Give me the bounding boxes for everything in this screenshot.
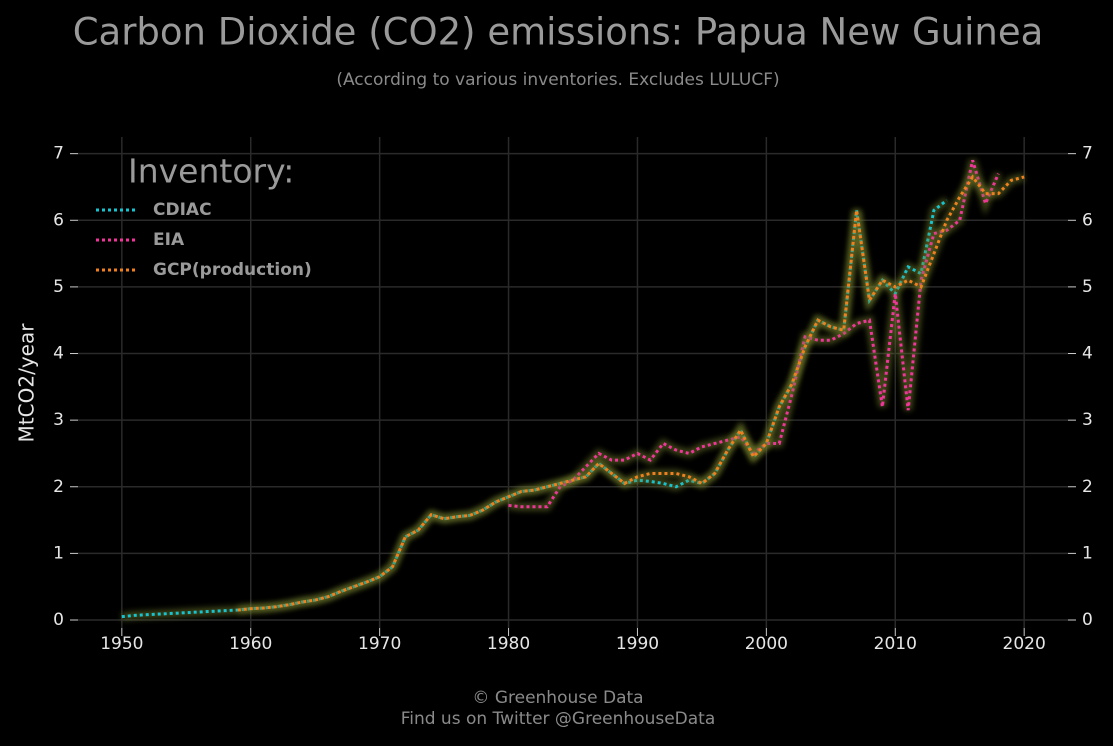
y-tick-label: 2	[53, 477, 64, 497]
y-tick-label: 1	[53, 543, 64, 563]
chart-subtitle: (According to various inventories. Exclu…	[336, 70, 779, 90]
y-tick-label: 2	[1082, 477, 1093, 497]
y-tick-label: 4	[53, 344, 64, 364]
y-tick-label: 6	[53, 210, 64, 230]
footer: © Greenhouse Data	[472, 688, 643, 708]
y-tick-label: 7	[53, 144, 64, 164]
x-tick-label: 2010	[874, 634, 917, 654]
x-tick-label: 2000	[745, 634, 788, 654]
y-axis-label: MtCO2/year	[15, 323, 39, 443]
legend-label: GCP(production)	[153, 260, 312, 280]
x-tick-label: 1960	[229, 634, 272, 654]
legend-title: Inventory:	[128, 152, 294, 191]
y-tick-label: 0	[53, 610, 64, 630]
x-tick-label: 1950	[100, 634, 143, 654]
y-tick-label: 5	[53, 277, 64, 297]
x-tick-label: 2020	[1003, 634, 1046, 654]
y-tick-label: 1	[1082, 543, 1093, 563]
x-tick-label: 1980	[487, 634, 530, 654]
chart-title: Carbon Dioxide (CO2) emissions: Papua Ne…	[73, 11, 1044, 54]
y-tick-label: 7	[1082, 144, 1093, 164]
x-tick-label: 1990	[616, 634, 659, 654]
footer: Find us on Twitter @GreenhouseData	[401, 709, 716, 729]
y-tick-label: 4	[1082, 344, 1093, 364]
y-tick-label: 3	[1082, 410, 1093, 430]
y-tick-label: 3	[53, 410, 64, 430]
y-tick-label: 0	[1082, 610, 1093, 630]
line	[237, 174, 1025, 612]
legend-label: CDIAC	[153, 200, 212, 220]
y-tick-label: 6	[1082, 210, 1093, 230]
y-tick-label: 5	[1082, 277, 1093, 297]
x-tick-label: 1970	[358, 634, 401, 654]
legend-label: EIA	[153, 230, 185, 250]
